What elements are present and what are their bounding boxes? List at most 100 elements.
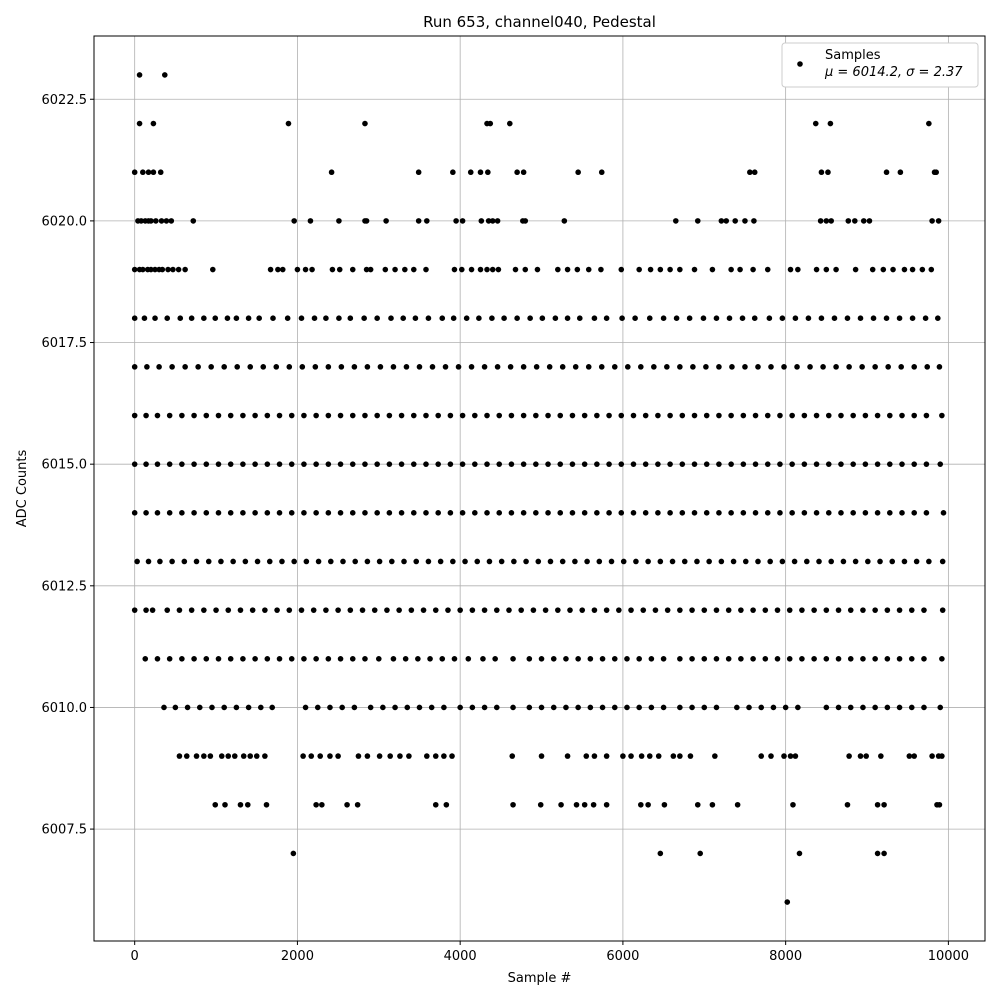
x-tick-label: 6000 bbox=[606, 949, 639, 964]
x-tick-label: 4000 bbox=[444, 949, 477, 964]
data-point bbox=[520, 412, 527, 419]
data-point bbox=[507, 120, 513, 127]
data-point bbox=[154, 412, 161, 419]
data-point bbox=[703, 412, 710, 419]
data-point bbox=[823, 655, 830, 662]
data-point bbox=[363, 266, 370, 273]
data-point bbox=[157, 558, 163, 565]
data-point bbox=[534, 266, 541, 273]
data-point bbox=[494, 218, 501, 224]
data-point bbox=[667, 266, 673, 273]
data-point bbox=[140, 169, 146, 176]
data-point bbox=[526, 655, 533, 662]
data-point bbox=[376, 753, 383, 759]
data-point bbox=[730, 558, 737, 565]
data-point bbox=[508, 510, 515, 516]
data-point bbox=[751, 218, 757, 224]
data-point bbox=[172, 704, 179, 711]
data-point bbox=[739, 315, 746, 322]
data-point bbox=[495, 266, 502, 273]
data-point bbox=[234, 364, 241, 370]
data-point bbox=[923, 461, 930, 467]
data-point bbox=[603, 315, 610, 322]
data-point bbox=[630, 510, 637, 516]
data-point bbox=[801, 461, 808, 467]
data-point bbox=[835, 607, 842, 613]
data-point bbox=[163, 218, 170, 224]
data-point bbox=[193, 558, 200, 565]
data-point bbox=[790, 801, 796, 808]
data-point bbox=[574, 266, 581, 273]
data-point bbox=[188, 607, 195, 613]
data-point bbox=[203, 412, 210, 419]
data-point bbox=[651, 364, 657, 370]
data-point bbox=[317, 753, 324, 759]
data-point bbox=[874, 412, 881, 419]
data-point bbox=[660, 315, 667, 322]
data-point bbox=[451, 655, 458, 662]
data-point bbox=[838, 412, 844, 419]
data-point bbox=[677, 655, 683, 662]
data-point bbox=[520, 169, 527, 176]
data-point bbox=[415, 655, 421, 662]
data-point bbox=[427, 655, 433, 662]
data-point bbox=[728, 461, 734, 467]
data-point bbox=[176, 607, 183, 613]
data-point bbox=[154, 461, 161, 467]
data-point bbox=[329, 266, 336, 273]
data-point bbox=[154, 510, 161, 516]
data-point bbox=[606, 510, 612, 516]
data-point bbox=[498, 558, 505, 565]
data-point bbox=[716, 510, 722, 516]
data-point bbox=[689, 704, 695, 711]
data-point bbox=[256, 315, 262, 322]
data-point bbox=[349, 510, 356, 516]
data-point bbox=[520, 364, 527, 370]
data-point bbox=[166, 510, 173, 516]
data-point bbox=[195, 364, 201, 370]
data-point bbox=[485, 218, 492, 224]
data-point bbox=[264, 461, 271, 467]
data-point bbox=[363, 218, 370, 224]
data-point bbox=[364, 364, 371, 370]
data-point bbox=[646, 315, 653, 322]
data-point bbox=[510, 655, 516, 662]
data-point bbox=[599, 655, 606, 662]
data-point bbox=[437, 558, 444, 565]
data-point bbox=[459, 218, 466, 224]
data-point bbox=[389, 558, 395, 565]
data-point bbox=[921, 704, 927, 711]
data-point bbox=[833, 266, 839, 273]
data-point bbox=[327, 753, 333, 759]
data-point bbox=[245, 704, 252, 711]
data-point bbox=[398, 412, 405, 419]
data-point bbox=[890, 266, 896, 273]
data-point bbox=[327, 558, 334, 565]
data-point bbox=[677, 266, 683, 273]
data-point bbox=[764, 510, 771, 516]
data-point bbox=[691, 461, 698, 467]
data-point bbox=[166, 412, 173, 419]
data-point bbox=[157, 169, 164, 176]
data-point bbox=[557, 461, 564, 467]
data-point bbox=[288, 510, 295, 516]
data-point bbox=[655, 753, 662, 759]
data-point bbox=[209, 704, 215, 711]
data-point bbox=[633, 558, 639, 565]
data-point bbox=[442, 364, 449, 370]
data-point bbox=[799, 607, 805, 613]
data-point bbox=[537, 801, 544, 808]
data-point bbox=[266, 558, 273, 565]
data-point bbox=[254, 558, 261, 565]
data-point bbox=[367, 266, 374, 273]
data-point bbox=[559, 558, 566, 565]
data-point bbox=[273, 364, 280, 370]
data-point bbox=[307, 218, 314, 224]
data-point bbox=[921, 655, 927, 662]
data-point bbox=[262, 753, 268, 759]
data-point bbox=[752, 412, 759, 419]
data-point bbox=[165, 266, 171, 273]
data-point bbox=[496, 412, 503, 419]
data-point bbox=[835, 704, 842, 711]
data-point bbox=[667, 461, 673, 467]
